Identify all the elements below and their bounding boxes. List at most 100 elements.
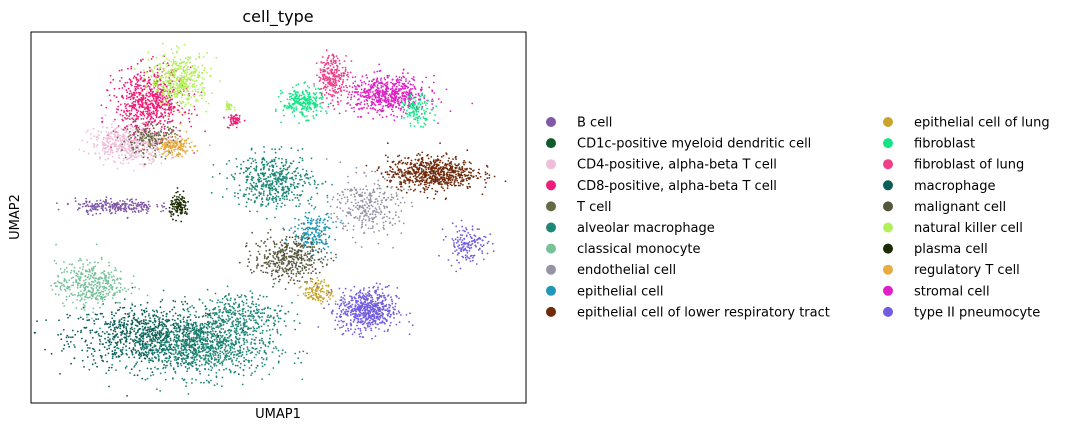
- scatter-point: [166, 145, 168, 147]
- scatter-point: [245, 353, 248, 356]
- scatter-point: [193, 68, 196, 70]
- scatter-point: [73, 271, 76, 273]
- scatter-point: [184, 208, 187, 211]
- scatter-point: [225, 108, 228, 111]
- scatter-point: [182, 82, 184, 85]
- scatter-point: [233, 330, 236, 333]
- scatter-point: [191, 361, 194, 363]
- scatter-point: [185, 130, 188, 133]
- scatter-point: [193, 80, 196, 83]
- scatter-point: [101, 117, 103, 119]
- scatter-point: [209, 341, 212, 343]
- scatter-point: [267, 314, 270, 317]
- scatter-point: [207, 324, 210, 327]
- scatter-point: [182, 308, 185, 310]
- scatter-point: [265, 329, 268, 332]
- scatter-point: [123, 317, 126, 319]
- scatter-point: [219, 340, 222, 342]
- scatter-point: [116, 333, 119, 335]
- scatter-point: [115, 205, 118, 208]
- scatter-point: [89, 261, 91, 264]
- scatter-point: [147, 353, 149, 356]
- scatter-point: [150, 111, 153, 114]
- scatter-point: [89, 208, 92, 211]
- scatter-point: [88, 347, 91, 349]
- scatter-point: [204, 331, 207, 334]
- scatter-point: [306, 352, 308, 355]
- scatter-point: [120, 350, 123, 353]
- scatter-point: [80, 293, 83, 296]
- scatter-point: [199, 324, 202, 327]
- scatter-point: [140, 93, 143, 96]
- scatter-point: [173, 90, 175, 93]
- scatter-point: [176, 95, 179, 98]
- scatter-point: [180, 61, 183, 64]
- scatter-point: [95, 292, 97, 295]
- scatter-point: [145, 329, 148, 332]
- scatter-point: [154, 65, 157, 68]
- scatter-point: [181, 155, 184, 158]
- scatter-point: [237, 332, 240, 335]
- scatter-point: [218, 315, 220, 317]
- scatter-point: [253, 339, 256, 341]
- scatter-point: [102, 144, 105, 147]
- scatter-point: [200, 97, 203, 100]
- scatter-point: [187, 56, 189, 59]
- scatter-point: [106, 283, 109, 285]
- scatter-point: [216, 343, 218, 346]
- scatter-point: [162, 102, 164, 105]
- scatter-point: [129, 141, 132, 144]
- scatter-point: [153, 345, 156, 348]
- scatter-point: [170, 86, 173, 89]
- scatter-point: [114, 202, 117, 205]
- scatter-point: [132, 317, 135, 320]
- scatter-point: [198, 328, 200, 331]
- scatter-point: [198, 335, 200, 337]
- scatter-point: [153, 74, 156, 77]
- scatter-point: [133, 338, 136, 341]
- scatter-point: [81, 268, 84, 271]
- scatter-point: [187, 324, 190, 327]
- scatter-point: [63, 261, 65, 264]
- scatter-point: [230, 114, 233, 117]
- scatter-point: [174, 148, 177, 151]
- scatter-point: [190, 75, 193, 78]
- scatter-point: [161, 93, 164, 95]
- scatter-point: [134, 89, 137, 91]
- scatter-point: [104, 289, 107, 292]
- scatter-point: [147, 120, 150, 123]
- scatter-point: [149, 340, 151, 342]
- scatter-point: [272, 367, 275, 369]
- scatter-point: [181, 211, 184, 214]
- scatter-point: [110, 311, 113, 314]
- scatter-point: [191, 346, 194, 349]
- scatter-point: [107, 352, 110, 355]
- scatter-point: [162, 289, 165, 292]
- scatter-point: [221, 364, 224, 366]
- scatter-point: [179, 89, 182, 91]
- scatter-point: [245, 321, 248, 323]
- scatter-point: [82, 318, 84, 321]
- scatter-point: [232, 320, 235, 322]
- scatter-point: [142, 337, 145, 340]
- scatter-point: [238, 360, 240, 363]
- scatter-point: [171, 196, 174, 199]
- scatter-point: [134, 131, 137, 133]
- scatter-point: [102, 164, 105, 166]
- scatter-point: [115, 326, 118, 328]
- scatter-point: [173, 206, 176, 208]
- scatter-point: [133, 151, 136, 154]
- scatter-point: [260, 337, 263, 340]
- scatter-point: [36, 320, 38, 323]
- scatter-point: [111, 288, 114, 291]
- scatter-point: [151, 340, 154, 342]
- scatter-point: [242, 301, 245, 304]
- scatter-point: [246, 325, 248, 328]
- scatter-point: [251, 338, 253, 341]
- scatter-point: [148, 330, 151, 333]
- scatter-point: [147, 122, 150, 124]
- scatter-point: [241, 330, 244, 333]
- scatter-point: [201, 324, 204, 326]
- scatter-point: [91, 295, 94, 298]
- scatter-point: [163, 202, 165, 205]
